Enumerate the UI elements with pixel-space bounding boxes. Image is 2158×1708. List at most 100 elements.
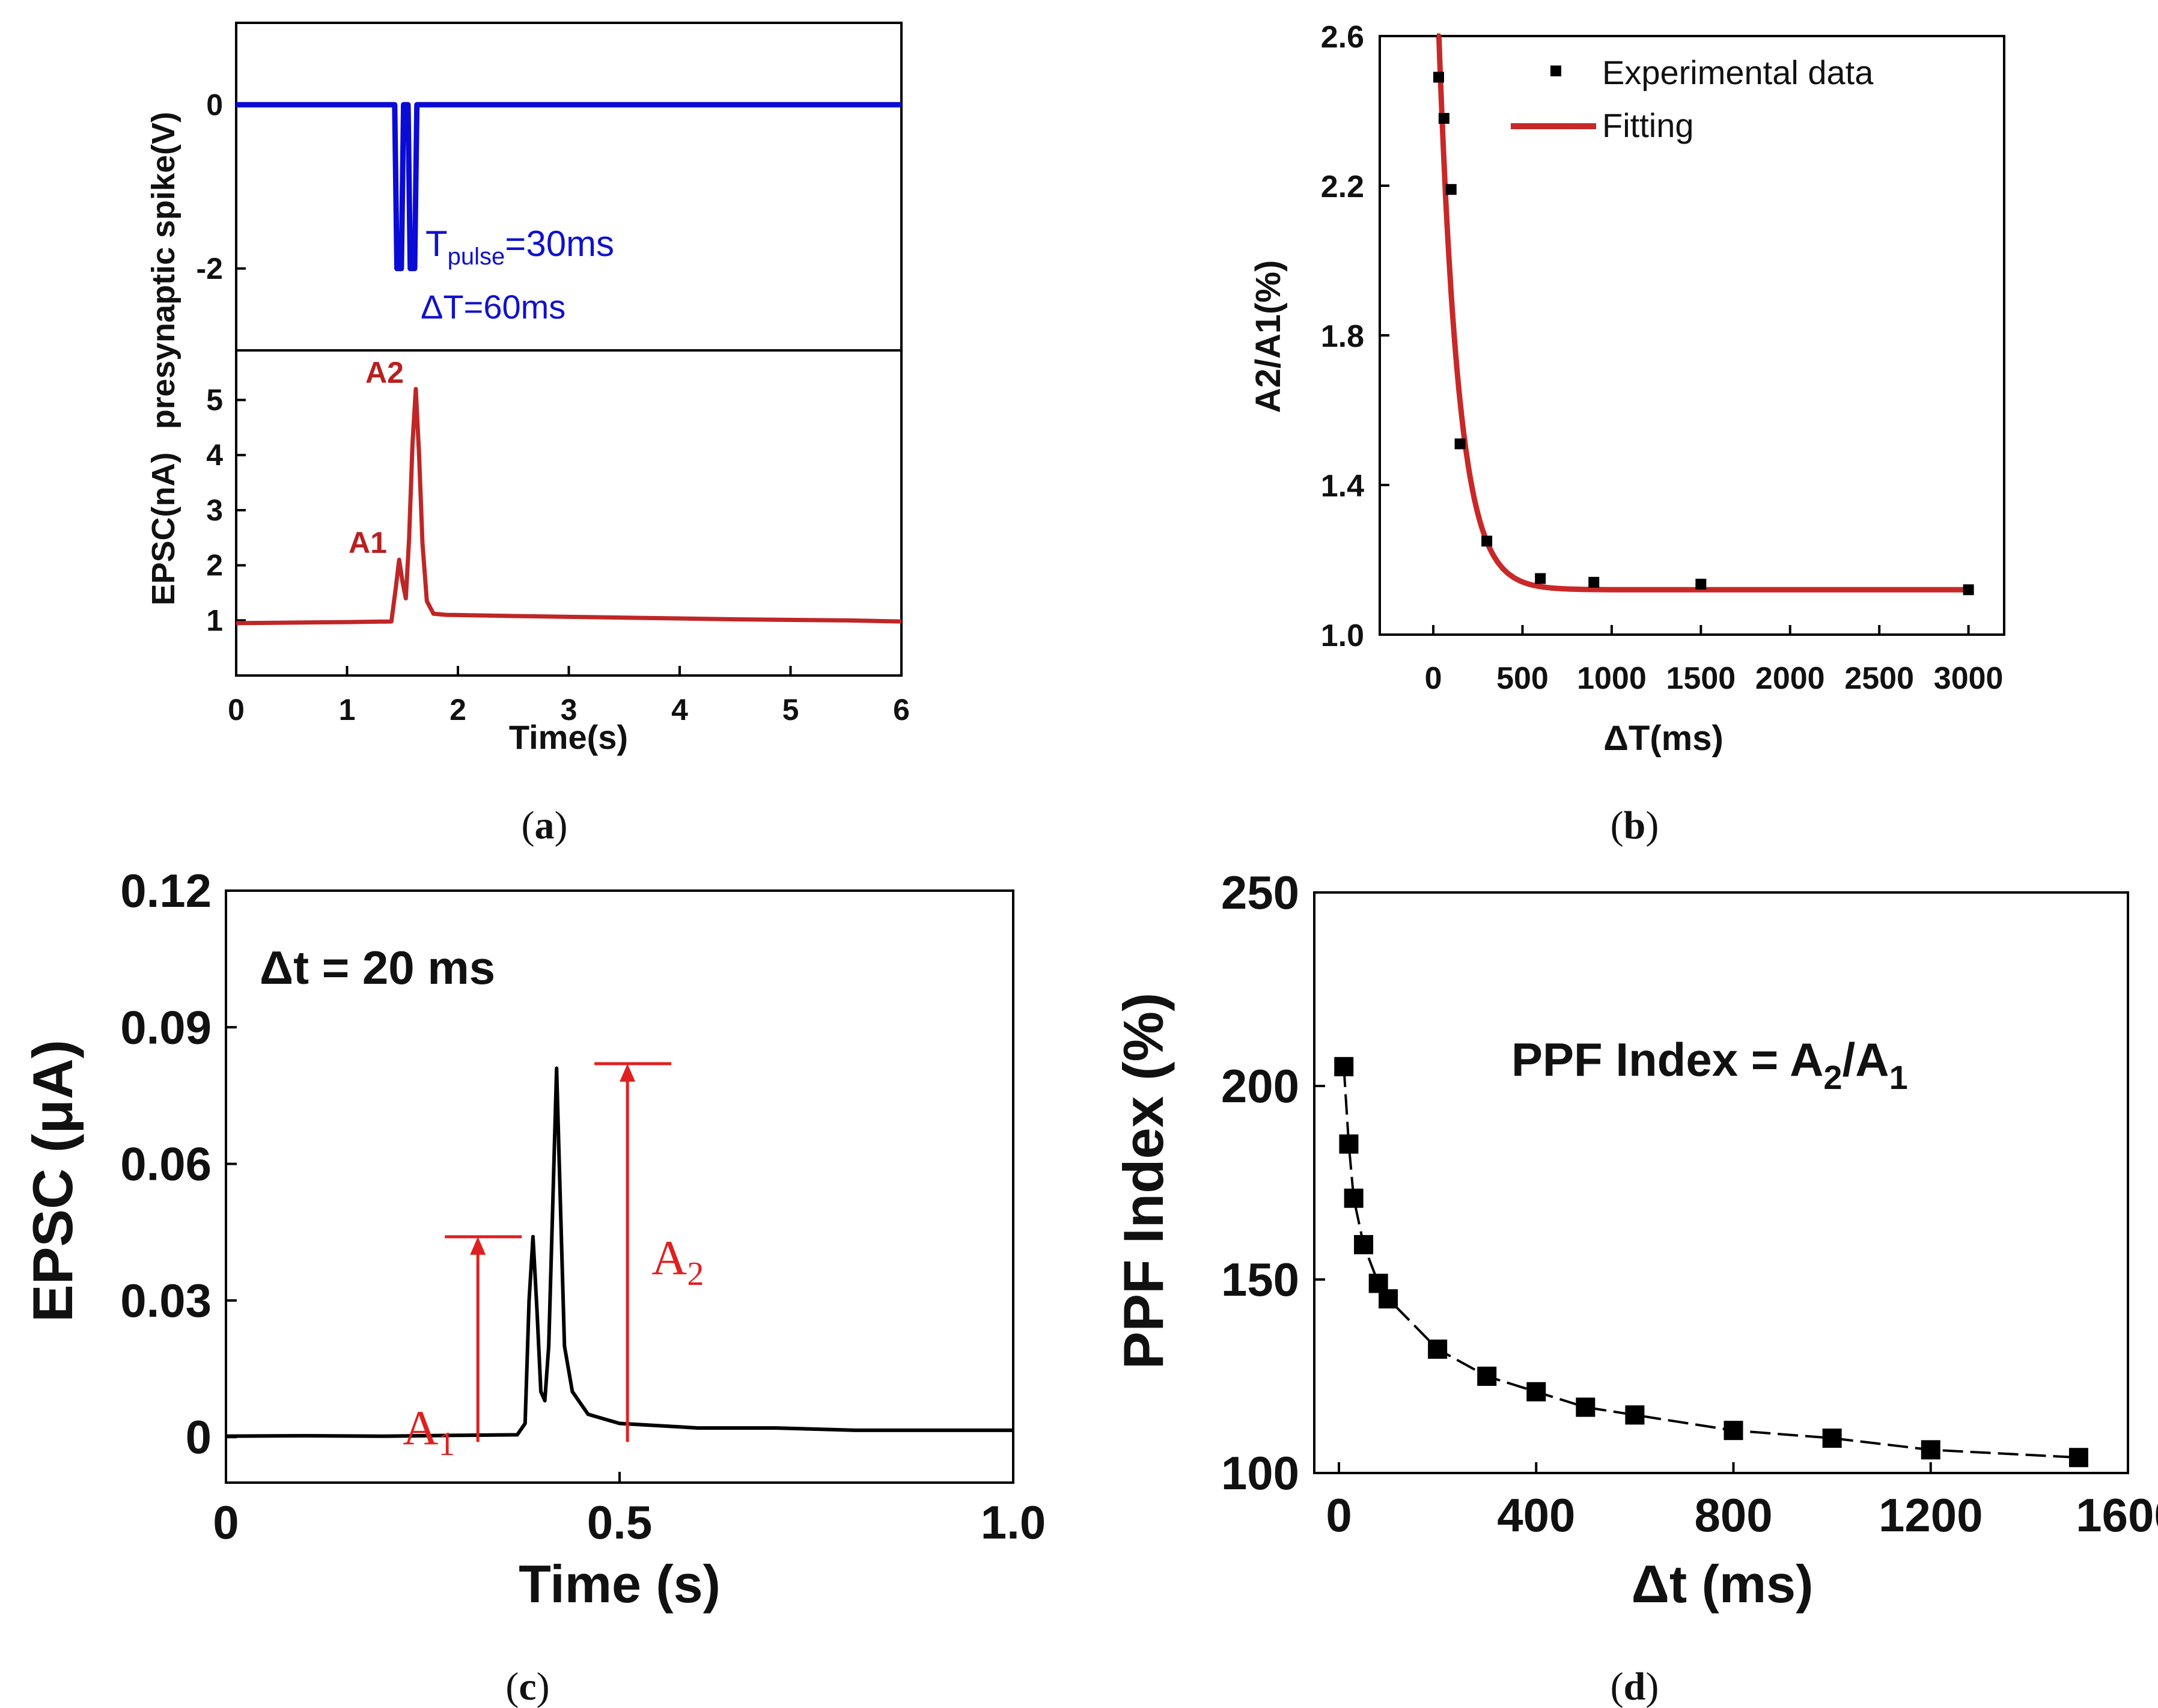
b-x-tick-label: 1000 [1577, 661, 1647, 696]
a-x-tick-label: 1 [339, 693, 356, 727]
d-axis-ticks: 0 400 800 1200 1600 100 150 200 250 [1221, 866, 2158, 1542]
d-x-tick-label: 1600 [2076, 1489, 2158, 1542]
b-y-tick-label: 1.8 [1321, 319, 1364, 354]
a-x-axis-label: Time(s) [509, 718, 628, 756]
a-bottom-y-axis-label: EPSC(nA) [145, 453, 181, 606]
c-y-tick-label: 0.12 [120, 864, 212, 917]
c-y-axis-label: EPSC (μA) [21, 1040, 84, 1322]
b-x-tick-label: 1500 [1666, 661, 1736, 696]
a-bottom-y-tick-label: 4 [206, 438, 223, 472]
epsc-line-c [225, 1066, 1013, 1438]
c-axis-ticks: 0 0.5 1.0 0 0.03 0.06 0.09 0.12 [120, 864, 1046, 1549]
ppf-index-point [2068, 1448, 2088, 1468]
experimental-data-point [1588, 576, 1600, 588]
b-x-tick-label: 500 [1496, 661, 1549, 696]
b-axis-ticks: 0 500 1000 1500 2000 2500 3000 1.0 1.4 1.8 2.2 2.6 [1321, 20, 2004, 696]
experimental-data-point [1963, 584, 1974, 596]
ppf-index-point [1334, 1057, 1354, 1076]
a-top-plot-frame [235, 22, 903, 352]
b-x-tick-label: 3000 [1934, 661, 2004, 696]
ppf-index-point [1379, 1289, 1398, 1309]
a-bottom-plot-frame [235, 349, 903, 677]
experimental-data-point [1433, 72, 1444, 83]
fitting-curve [1436, 33, 1969, 593]
ppf-index-point [1339, 1134, 1359, 1154]
b-y-tick-label: 1.4 [1321, 469, 1364, 504]
ppf-index-line [1343, 1066, 2079, 1459]
a-x-tick-label: 4 [671, 693, 688, 727]
c-x-tick-label: 0 [213, 1496, 239, 1549]
d-x-tick-label: 400 [1497, 1489, 1575, 1542]
d-y-tick-label: 150 [1221, 1253, 1299, 1306]
b-y-tick-label: 1.0 [1321, 618, 1364, 653]
a-x-tick-label: 0 [228, 693, 245, 727]
ppf-index-points [1334, 1057, 2088, 1468]
presynaptic-spike-line [236, 102, 901, 272]
experimental-data-point [1454, 438, 1466, 450]
experimental-data-point [1481, 535, 1493, 547]
experimental-data-point [1438, 112, 1449, 124]
d-y-axis-label: PPF Index (%) [1112, 993, 1175, 1370]
delta-t-annotation: ΔT=60ms [421, 288, 565, 326]
a-bottom-axis-ticks: 1 2 3 4 5 0 1 2 3 4 5 6 [206, 383, 910, 727]
a-bottom-y-tick-label: 2 [206, 549, 223, 582]
a-bottom-y-tick-label: 1 [206, 603, 223, 637]
a-bottom-y-tick-label: 5 [206, 383, 223, 417]
b-x-tick-label: 2500 [1844, 661, 1914, 696]
legend-label-fitting: Fitting [1602, 106, 1694, 144]
experimental-data-point [1695, 578, 1707, 590]
legend-label-experimental: Experimental data [1602, 53, 1874, 91]
ppf-index-point [1822, 1429, 1842, 1448]
amplitude-label: A2 [651, 1230, 704, 1293]
a-x-tick-label: 6 [893, 693, 910, 727]
caption-b: (b) [1611, 804, 1659, 847]
d-x-tick-label: 800 [1694, 1489, 1772, 1542]
a-top-y-axis-label: presynaptic spike(V) [145, 112, 181, 429]
amplitude-arrow-head [470, 1236, 486, 1255]
b-x-tick-label: 0 [1425, 661, 1442, 696]
experimental-data-points [1433, 72, 1974, 596]
caption-c: (c) [505, 1665, 549, 1708]
amplitude-label: A1 [403, 1400, 455, 1463]
ppf-index-point [1921, 1440, 1940, 1460]
legend-marker-experimental [1550, 66, 1561, 76]
c-x-axis-label: Time (s) [519, 1554, 721, 1614]
a-bottom-y-tick-label: 3 [206, 493, 223, 527]
d-y-tick-label: 100 [1221, 1447, 1299, 1499]
panel-c: 0 0.5 1.0 0 0.03 0.06 0.09 0.12 A1 A2 Δt = 20 ms… [21, 864, 1046, 1708]
a-x-tick-label: 3 [561, 693, 578, 727]
caption-a: (a) [522, 804, 568, 847]
ppf-index-point [1724, 1421, 1743, 1441]
a-top-y-tick-label: 0 [206, 88, 223, 121]
c-y-tick-label: 0 [186, 1411, 212, 1463]
c-x-tick-label: 1.0 [981, 1496, 1046, 1549]
c-y-tick-label: 0.09 [120, 1001, 212, 1054]
ppf-index-point [1354, 1235, 1374, 1255]
c-y-tick-label: 0.06 [120, 1138, 212, 1191]
panel-b: 0 500 1000 1500 2000 2500 30001.01.41.82.22.6 … [1249, 20, 2005, 847]
c-x-tick-label: 0.5 [587, 1496, 652, 1549]
d-y-tick-label: 250 [1221, 866, 1299, 919]
epsc-line-a [236, 386, 902, 626]
experimental-data-point [1535, 573, 1546, 584]
c-y-tick-label: 0.03 [120, 1274, 212, 1327]
a-x-tick-label: 2 [450, 693, 466, 727]
d-x-tick-label: 0 [1326, 1489, 1352, 1542]
b-x-tick-label: 2000 [1755, 661, 1825, 696]
ppf-index-point [1625, 1405, 1645, 1425]
panel-d: 0 400 800 1200 1600 100 150 200 250 PPF Index = … [1112, 866, 2158, 1708]
c-delta-t-annotation: Δt = 20 ms [260, 941, 495, 994]
d-plot-frame [1313, 891, 2129, 1474]
ppf-index-point [1428, 1339, 1448, 1359]
a1-label: A1 [349, 526, 387, 560]
a-x-tick-label: 5 [782, 693, 799, 727]
a2-label: A2 [365, 356, 404, 389]
t-pulse-annotation: Tpulse=30ms [425, 224, 614, 270]
b-x-axis-label: ΔT(ms) [1603, 719, 1724, 758]
b-y-tick-label: 2.6 [1321, 20, 1364, 55]
caption-d: (d) [1611, 1665, 1659, 1708]
ppf-index-point [1576, 1397, 1596, 1417]
d-y-tick-label: 200 [1221, 1060, 1299, 1112]
